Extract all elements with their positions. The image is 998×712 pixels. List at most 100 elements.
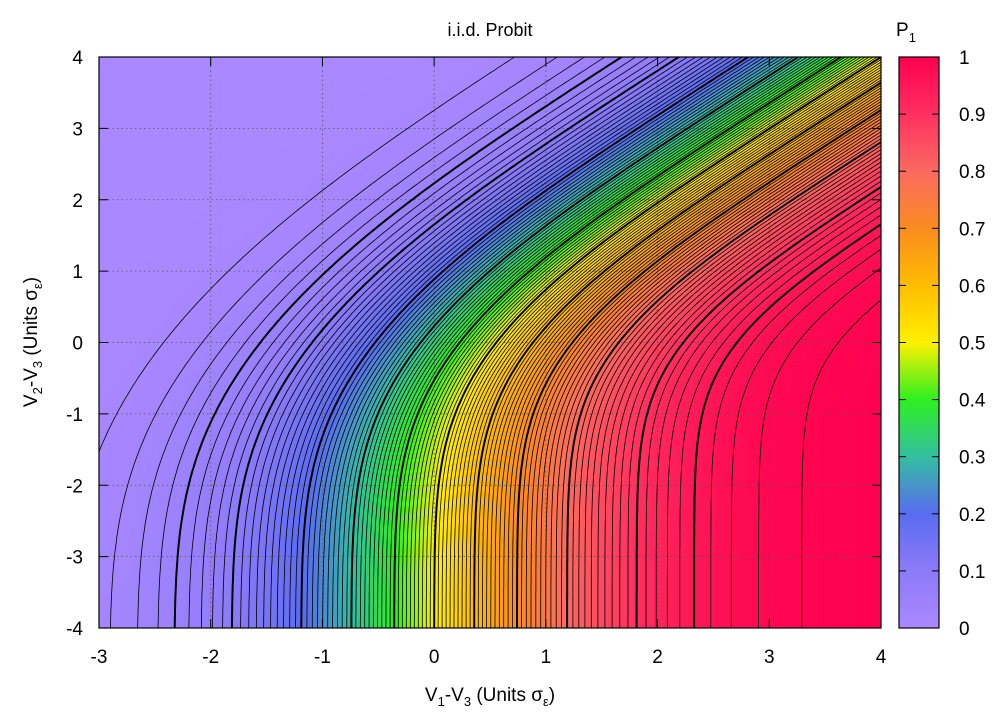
axis-ticks bbox=[98, 56, 882, 629]
contour-0.47 bbox=[421, 57, 870, 628]
contour-0.07 bbox=[200, 57, 649, 628]
x-axis-title: V1-V3 (Units σε) bbox=[425, 685, 555, 709]
y-axis-title: V2-V3 (Units σε) bbox=[21, 277, 45, 407]
plot-area bbox=[98, 56, 882, 629]
contour-0.67 bbox=[503, 101, 881, 628]
contour-0.92 bbox=[655, 199, 881, 628]
contour-0.71 bbox=[521, 112, 881, 628]
contour-0.88 bbox=[619, 175, 881, 628]
contour-0.26 bbox=[332, 57, 780, 628]
contour-0.37 bbox=[381, 57, 829, 628]
x-tick-label: 4 bbox=[876, 647, 887, 668]
colorbar-tick-label: 0.9 bbox=[959, 105, 985, 126]
contour-0.34 bbox=[368, 57, 817, 628]
x-tick-label: -2 bbox=[202, 647, 219, 668]
contour-0.9 bbox=[635, 185, 881, 628]
y-tick-label: -1 bbox=[66, 405, 83, 426]
contour-0.48 bbox=[425, 57, 874, 628]
x-tick-label: -1 bbox=[314, 647, 331, 668]
contour-0.99 bbox=[801, 299, 881, 628]
contour-0.82 bbox=[578, 149, 881, 628]
contour-0.59 bbox=[469, 79, 881, 628]
contour-0.7 bbox=[516, 109, 881, 628]
contour-0.08 bbox=[212, 57, 660, 628]
y-tick-label: -3 bbox=[66, 548, 83, 569]
contour-0.95 bbox=[693, 223, 881, 628]
contour-0.75 bbox=[540, 124, 881, 628]
contour-0.58 bbox=[465, 77, 881, 628]
contour-0.09 bbox=[222, 57, 670, 628]
contour-0.53 bbox=[445, 64, 881, 628]
contour-0.51 bbox=[437, 59, 881, 628]
contour-0.11 bbox=[240, 57, 688, 628]
colorbar-ticks: 0 0.1 0.2 0.3 0.4 0.5 0.6 0.7 0.8 0.9 1 bbox=[899, 48, 986, 640]
y-tick-label: 1 bbox=[72, 262, 83, 283]
contour-0.39 bbox=[389, 57, 838, 628]
contour-0.74 bbox=[535, 121, 881, 628]
contour-0.61 bbox=[477, 84, 881, 628]
contour-0.6 bbox=[473, 81, 881, 628]
contour-0.87 bbox=[611, 170, 881, 628]
contour-0.21 bbox=[306, 57, 755, 628]
colorbar-tick-label: 0.2 bbox=[959, 505, 985, 526]
contour-0.2 bbox=[300, 57, 750, 628]
contour-0.45 bbox=[413, 57, 862, 628]
contour-0.43 bbox=[405, 57, 854, 628]
x-tick-label: 1 bbox=[541, 647, 552, 668]
contour-0.19 bbox=[295, 57, 743, 628]
colorbar-tick-label: 0.5 bbox=[959, 334, 985, 355]
colorbar-tick-label: 0.1 bbox=[959, 562, 985, 583]
contour-0.78 bbox=[555, 134, 881, 628]
contour-0.35 bbox=[372, 57, 821, 628]
contour-0.12 bbox=[248, 57, 696, 628]
contour-0.32 bbox=[359, 57, 808, 628]
contour-0.49 bbox=[429, 57, 878, 628]
contour-0.56 bbox=[457, 71, 881, 628]
contour-0.03 bbox=[137, 57, 585, 628]
contour-0.73 bbox=[530, 118, 881, 628]
contour-0.89 bbox=[627, 180, 881, 628]
contour-0.17 bbox=[283, 57, 731, 628]
colorbar-title: P1 bbox=[896, 20, 916, 45]
contour-0.93 bbox=[666, 206, 881, 628]
contour-0.57 bbox=[461, 74, 881, 628]
contour-0.81 bbox=[572, 145, 881, 628]
contour-0.25 bbox=[327, 57, 775, 628]
contour-0.79 bbox=[561, 138, 881, 628]
contour-0.54 bbox=[449, 66, 881, 628]
contour-0.91 bbox=[645, 192, 881, 628]
contour-0.14 bbox=[263, 57, 711, 628]
y-tick-label: 3 bbox=[72, 119, 83, 140]
contour-0.64 bbox=[490, 92, 881, 628]
contour-0.04 bbox=[157, 57, 606, 628]
colorbar-tick-label: 0.8 bbox=[959, 162, 985, 183]
contour-0.02 bbox=[110, 57, 558, 628]
x-tick-label: 2 bbox=[652, 647, 663, 668]
contour-0.1 bbox=[230, 57, 680, 628]
y-tick-label: -4 bbox=[66, 619, 83, 640]
x-tick-label: 3 bbox=[764, 647, 775, 668]
colorbar: 0 0.1 0.2 0.3 0.4 0.5 0.6 0.7 0.8 0.9 1 P1 bbox=[896, 20, 986, 640]
contour-0.06 bbox=[188, 57, 637, 628]
contour-0.83 bbox=[584, 153, 881, 628]
x-tick-label: 0 bbox=[429, 647, 440, 668]
contour-0.52 bbox=[441, 61, 881, 628]
y-tick-label: 4 bbox=[72, 48, 83, 69]
contour-0.42 bbox=[401, 57, 850, 628]
contour-0.86 bbox=[604, 166, 881, 628]
colorbar-tick-label: 0.3 bbox=[959, 448, 985, 469]
contour-0.23 bbox=[317, 57, 765, 628]
colorbar-tick-label: 0.6 bbox=[959, 276, 985, 297]
contour-0.3 bbox=[350, 57, 800, 628]
contour-0.84 bbox=[590, 157, 881, 628]
contour-0.72 bbox=[525, 115, 881, 628]
contour-0.94 bbox=[679, 214, 881, 628]
contour-0.27 bbox=[337, 57, 785, 628]
chart-title: i.i.d. Probit bbox=[447, 20, 532, 40]
y-tick-labels: -4 -3 -2 -1 0 1 2 3 4 bbox=[66, 48, 83, 640]
x-tick-labels: -3 -2 -1 0 1 2 3 4 bbox=[91, 647, 887, 668]
y-tick-label: -2 bbox=[66, 476, 83, 497]
contour-0.63 bbox=[486, 90, 881, 628]
contour-0.46 bbox=[417, 57, 866, 628]
